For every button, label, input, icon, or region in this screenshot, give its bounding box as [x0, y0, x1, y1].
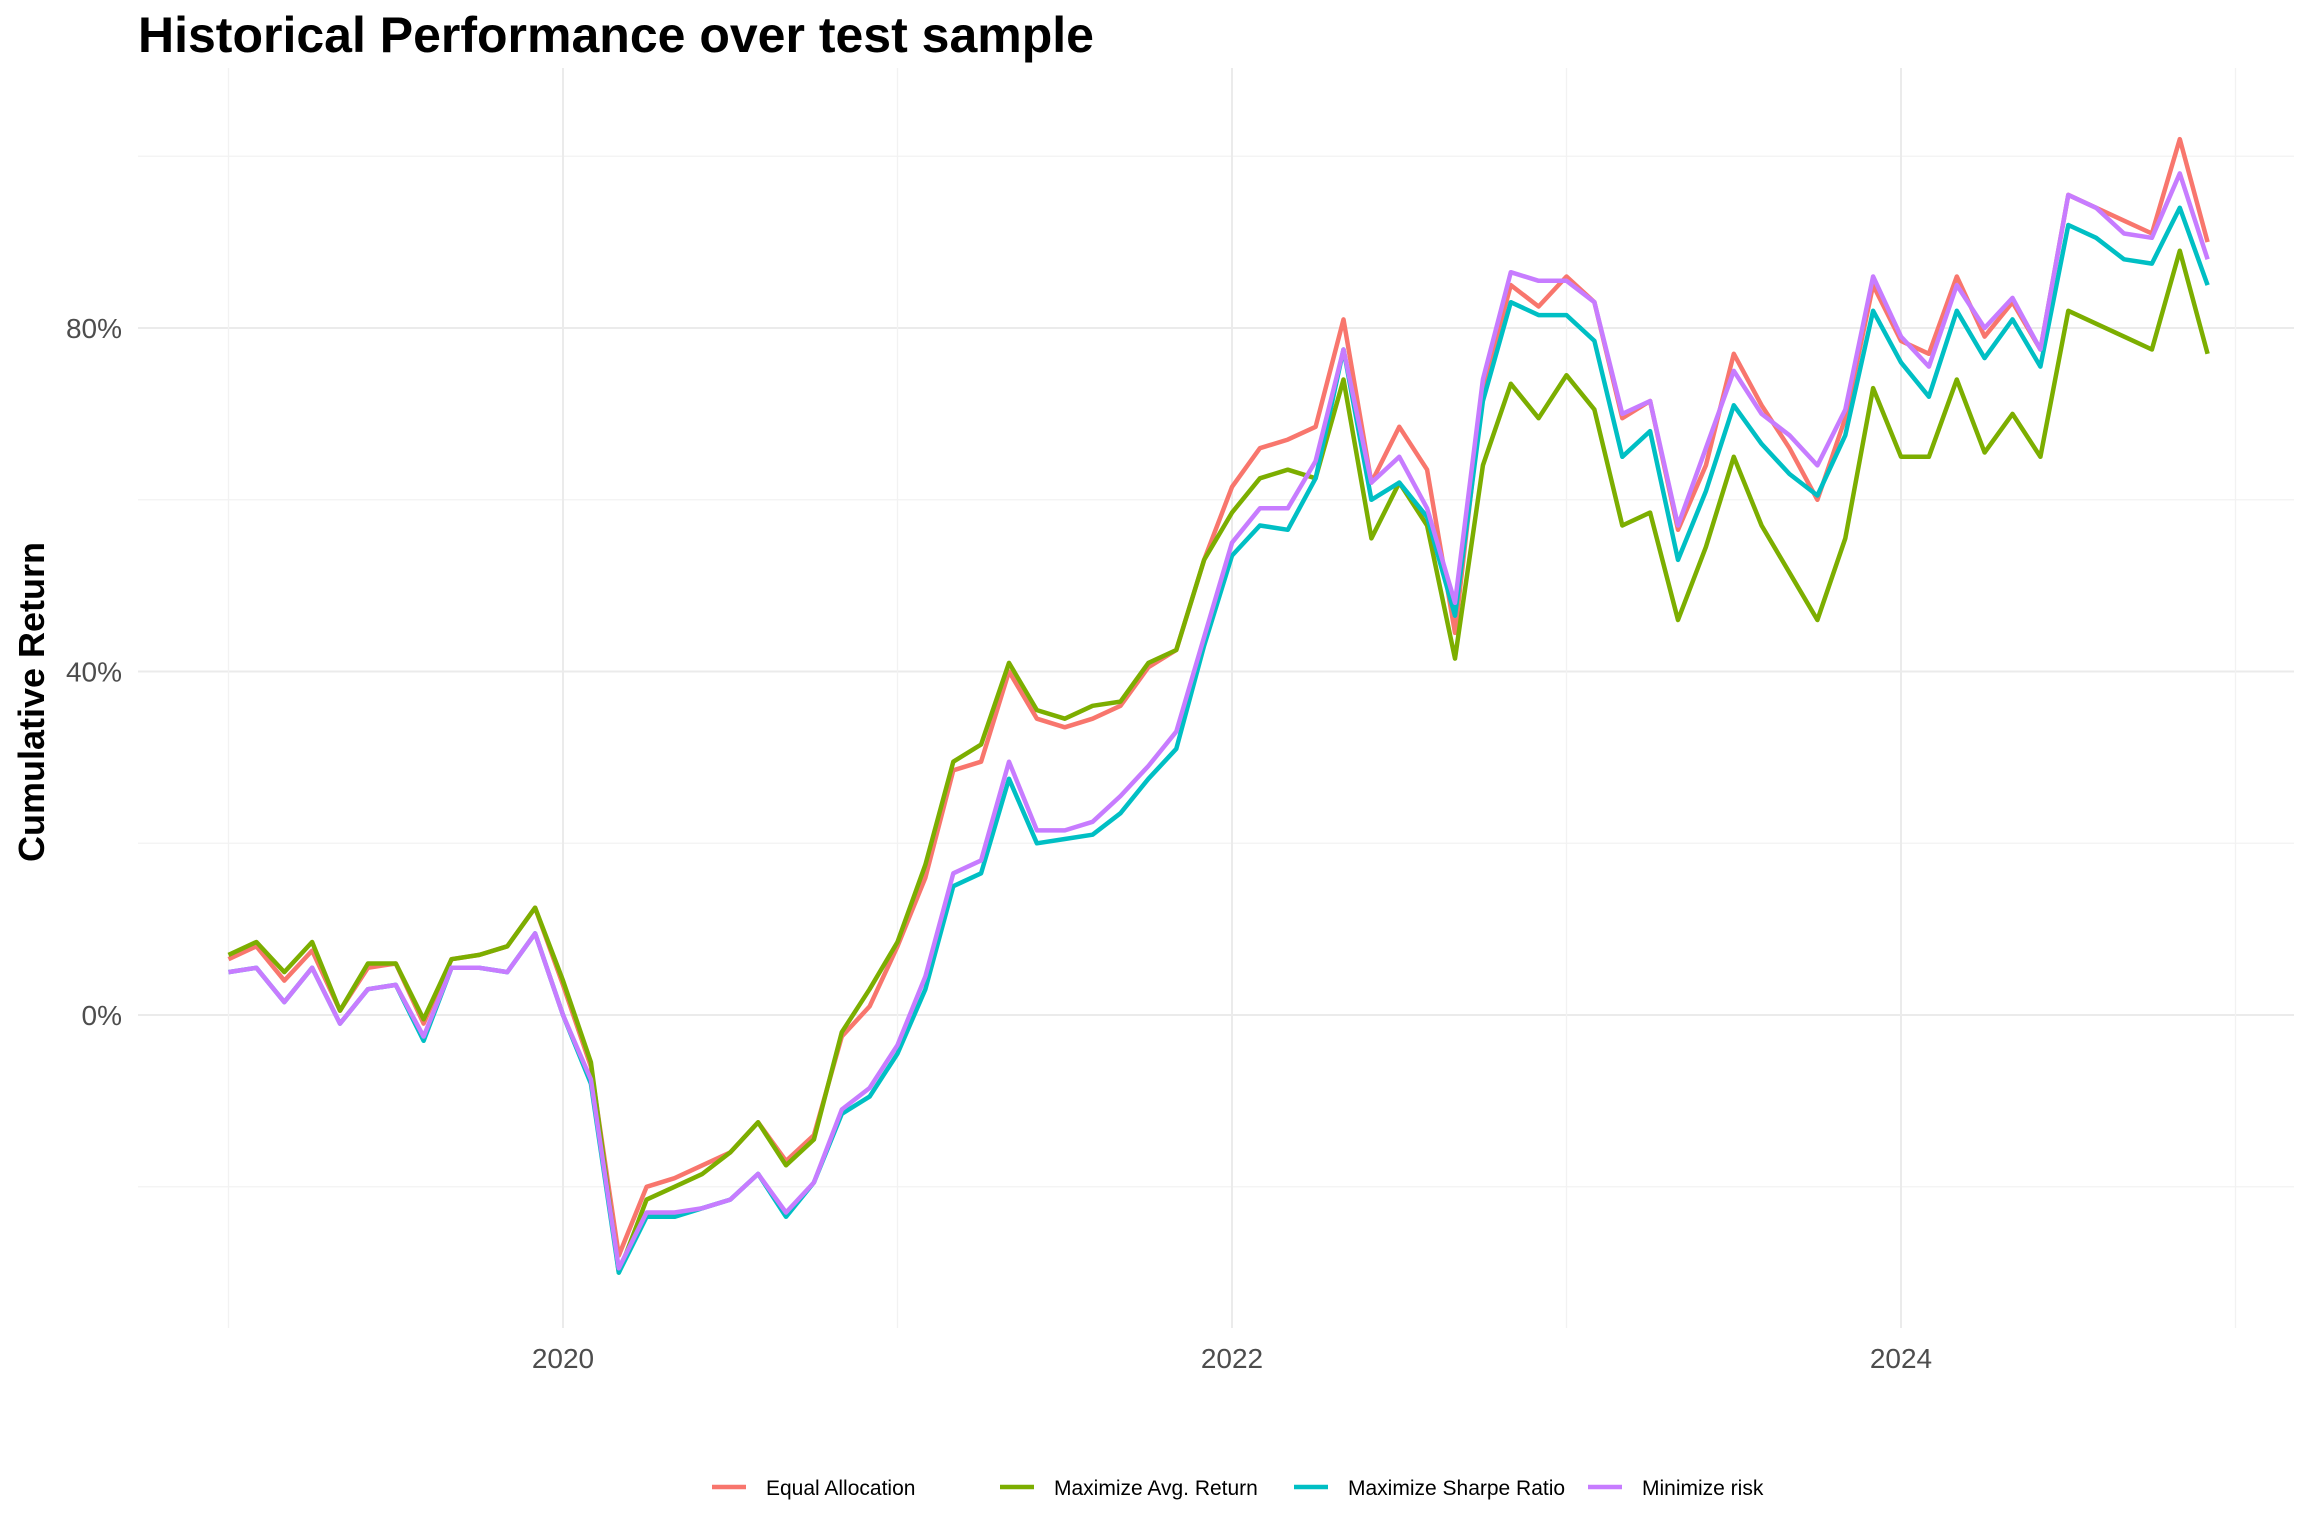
y-axis-ticks: 0% 40% 80% [66, 313, 122, 1031]
series-line-3 [228, 205, 2210, 1275]
series-layer [227, 136, 2210, 1275]
x-tick-label: 2022 [1201, 1343, 1263, 1374]
x-axis-ticks: 2020 2022 2024 [532, 1343, 1932, 1374]
x-tick-label: 2024 [1870, 1343, 1932, 1374]
y-tick-label: 0% [82, 1000, 122, 1031]
series-line-1 [227, 136, 2210, 1258]
y-tick-label: 40% [66, 657, 122, 688]
series-line-2 [227, 248, 2210, 1275]
series-line-4 [228, 171, 2210, 1271]
chart-title: Historical Performance over test sample [138, 7, 1094, 63]
x-tick-label: 2020 [532, 1343, 594, 1374]
legend-label-4: Minimize risk [1642, 1477, 1764, 1500]
legend-label-2: Maximize Avg. Return [1054, 1477, 1258, 1500]
legend: Equal Allocation Maximize Avg. Return Maxi… [712, 1477, 1764, 1500]
y-axis-title: Cumulative Return [11, 542, 52, 862]
y-tick-label: 80% [66, 313, 122, 344]
grid-layer [138, 68, 2294, 1328]
legend-label-1: Equal Allocation [766, 1477, 915, 1500]
legend-label-3: Maximize Sharpe Ratio [1348, 1477, 1565, 1500]
